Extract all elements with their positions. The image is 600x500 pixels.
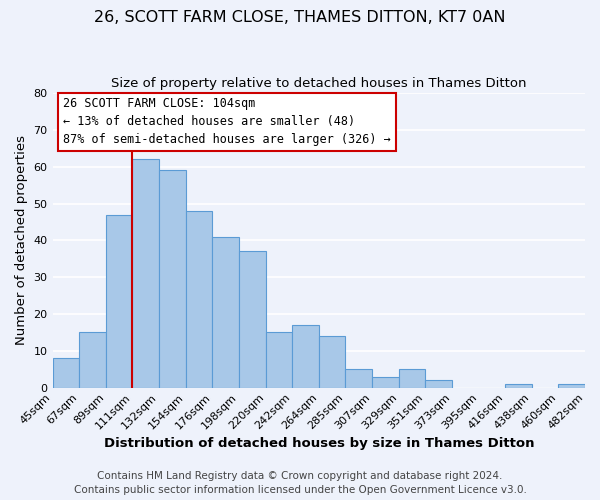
Bar [185, 211, 212, 388]
Bar [505, 384, 532, 388]
Text: 26 SCOTT FARM CLOSE: 104sqm
← 13% of detached houses are smaller (48)
87% of sem: 26 SCOTT FARM CLOSE: 104sqm ← 13% of det… [63, 98, 391, 146]
Title: Size of property relative to detached houses in Thames Ditton: Size of property relative to detached ho… [111, 78, 527, 90]
Bar [292, 325, 319, 388]
Y-axis label: Number of detached properties: Number of detached properties [15, 136, 28, 346]
Bar [79, 332, 106, 388]
Bar [559, 384, 585, 388]
Bar [239, 252, 266, 388]
Bar [53, 358, 79, 388]
Bar [212, 236, 239, 388]
Bar [346, 369, 372, 388]
Bar [159, 170, 185, 388]
Bar [425, 380, 452, 388]
Bar [319, 336, 346, 388]
Bar [398, 369, 425, 388]
Bar [106, 214, 133, 388]
Text: Contains HM Land Registry data © Crown copyright and database right 2024.
Contai: Contains HM Land Registry data © Crown c… [74, 471, 526, 495]
Bar [133, 160, 159, 388]
Bar [266, 332, 292, 388]
Bar [372, 376, 398, 388]
X-axis label: Distribution of detached houses by size in Thames Ditton: Distribution of detached houses by size … [104, 437, 534, 450]
Text: 26, SCOTT FARM CLOSE, THAMES DITTON, KT7 0AN: 26, SCOTT FARM CLOSE, THAMES DITTON, KT7… [94, 10, 506, 25]
